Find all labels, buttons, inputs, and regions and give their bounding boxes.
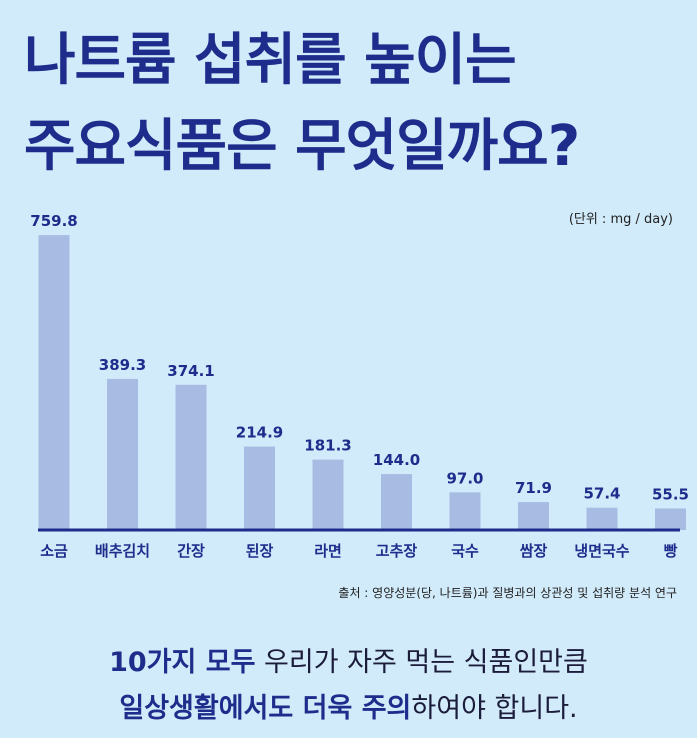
bar (244, 446, 275, 530)
data-label: 374.1 (167, 362, 214, 380)
bar (518, 502, 549, 530)
footer-emphasis-1: 10가지 모두 (109, 647, 256, 678)
category-label: 고추장 (376, 542, 418, 560)
category-label: 간장 (177, 542, 205, 560)
bar (381, 474, 412, 530)
data-label: 144.0 (373, 451, 420, 469)
bar-chart: 759.8 소금 389.3 배추김치 374.1 간장 214.9 된장 181.3 라면 144… (30, 212, 689, 560)
data-label: 57.4 (583, 485, 620, 503)
bar (655, 508, 686, 530)
footer-text-2: 하여야 합니다. (411, 693, 578, 724)
title-line-1: 나트륨 섭취를 높이는 (24, 28, 517, 93)
category-label: 국수 (451, 542, 479, 560)
source-note: 출처 : 영양성분(당, 나트륨)과 질병과의 상관성 및 섭취량 분석 연구 (338, 586, 677, 600)
category-label: 쌈장 (520, 542, 548, 560)
bar (586, 507, 618, 530)
bar (107, 378, 138, 530)
data-label: 759.8 (30, 212, 77, 230)
bar (449, 492, 481, 530)
unit-label: (단위 : mg / day) (568, 212, 673, 227)
category-label: 빵 (664, 542, 678, 560)
data-label: 214.9 (236, 424, 283, 442)
footer-text-1: 우리가 자주 먹는 식품인만큼 (255, 647, 588, 678)
data-label: 181.3 (304, 437, 351, 455)
data-label: 71.9 (515, 479, 552, 497)
category-label: 된장 (246, 542, 274, 560)
bar (38, 235, 70, 530)
category-label: 배추김치 (95, 542, 150, 560)
bar (175, 384, 207, 530)
category-label: 소금 (40, 542, 68, 560)
data-label: 97.0 (446, 469, 483, 487)
footer-line-2: 일상생활에서도 더욱 주의하여야 합니다. (0, 686, 697, 732)
footer-message: 10가지 모두 우리가 자주 먹는 식품인만큼 일상생활에서도 더욱 주의하여야… (0, 640, 697, 732)
data-label: 389.3 (99, 356, 146, 374)
footer-emphasis-2: 일상생활에서도 더욱 주의 (119, 693, 412, 724)
category-label: 라면 (314, 542, 342, 560)
footer-line-1: 10가지 모두 우리가 자주 먹는 식품인만큼 (0, 640, 697, 686)
title-line-2: 주요식품은 무엇일까요? (24, 114, 580, 179)
data-label: 55.5 (652, 485, 689, 503)
bar (312, 459, 344, 530)
page-title: 나트륨 섭취를 높이는 주요식품은 무엇일까요? (24, 18, 580, 190)
category-label: 냉면국수 (574, 542, 629, 560)
